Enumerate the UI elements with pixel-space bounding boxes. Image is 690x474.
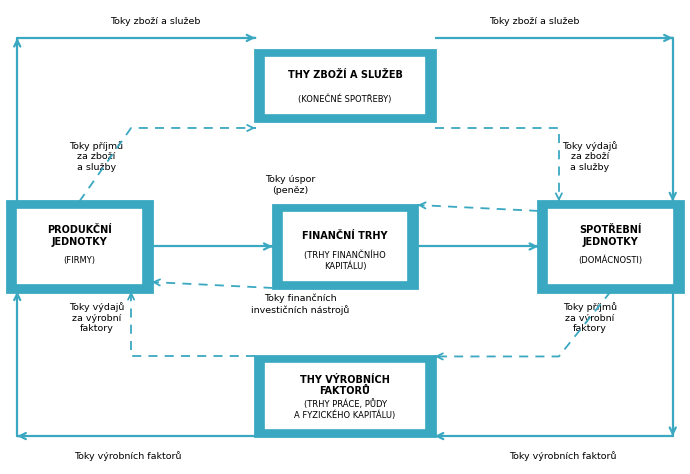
Text: (DOMÁCNOSTI): (DOMÁCNOSTI) [579, 256, 642, 265]
Text: Toky finančních
investičních nástrojů: Toky finančních investičních nástrojů [251, 294, 349, 315]
FancyBboxPatch shape [255, 50, 435, 121]
Text: PRODUKČNÍ
JEDNOTKY: PRODUKČNÍ JEDNOTKY [47, 225, 112, 247]
FancyBboxPatch shape [7, 201, 152, 292]
FancyBboxPatch shape [255, 356, 435, 436]
Text: (TRHY PRÁCE, PŮDY
A FYZICKÉHO KAPITÁLU): (TRHY PRÁCE, PŮDY A FYZICKÉHO KAPITÁLU) [295, 400, 395, 420]
FancyBboxPatch shape [16, 208, 143, 285]
Text: Toky příjmů
za výrobní
faktory: Toky příjmů za výrobní faktory [563, 302, 617, 333]
Text: Toky zboží a služeb: Toky zboží a služeb [110, 17, 200, 26]
Text: (KONEČNÉ SPOTŘEBY): (KONEČNÉ SPOTŘEBY) [298, 95, 392, 104]
FancyBboxPatch shape [547, 208, 674, 285]
Text: Toky výrobních faktorů: Toky výrobních faktorů [74, 451, 181, 461]
Text: (FIRMY): (FIRMY) [63, 256, 95, 265]
Text: THY ZBOŽÍ A SLUŽEB: THY ZBOŽÍ A SLUŽEB [288, 70, 402, 80]
FancyBboxPatch shape [273, 205, 417, 288]
Text: FINANČNÍ TRHY: FINANČNÍ TRHY [302, 231, 388, 241]
FancyBboxPatch shape [264, 362, 426, 430]
FancyBboxPatch shape [264, 56, 426, 115]
Text: Toky úspor
(peněz): Toky úspor (peněz) [264, 175, 315, 194]
Text: (TRHY FINANČNÍHO
KAPITÁLU): (TRHY FINANČNÍHO KAPITÁLU) [304, 250, 386, 271]
FancyBboxPatch shape [282, 211, 408, 282]
FancyBboxPatch shape [538, 201, 683, 292]
Text: Toky příjmů
za zboží
a služby: Toky příjmů za zboží a služby [70, 141, 124, 172]
Text: Toky výdajů
za výrobní
faktory: Toky výdajů za výrobní faktory [69, 302, 124, 333]
Text: THY VÝROBNÍCH
FAKTORŮ: THY VÝROBNÍCH FAKTORŮ [300, 374, 390, 396]
Text: Toky výdajů
za zboží
a služby: Toky výdajů za zboží a služby [562, 141, 618, 172]
Text: SPOTŘEBNÍ
JEDNOTKY: SPOTŘEBNÍ JEDNOTKY [580, 225, 642, 247]
Text: Toky výrobních faktorů: Toky výrobních faktorů [509, 451, 616, 461]
Text: Toky zboží a služeb: Toky zboží a služeb [490, 17, 580, 26]
